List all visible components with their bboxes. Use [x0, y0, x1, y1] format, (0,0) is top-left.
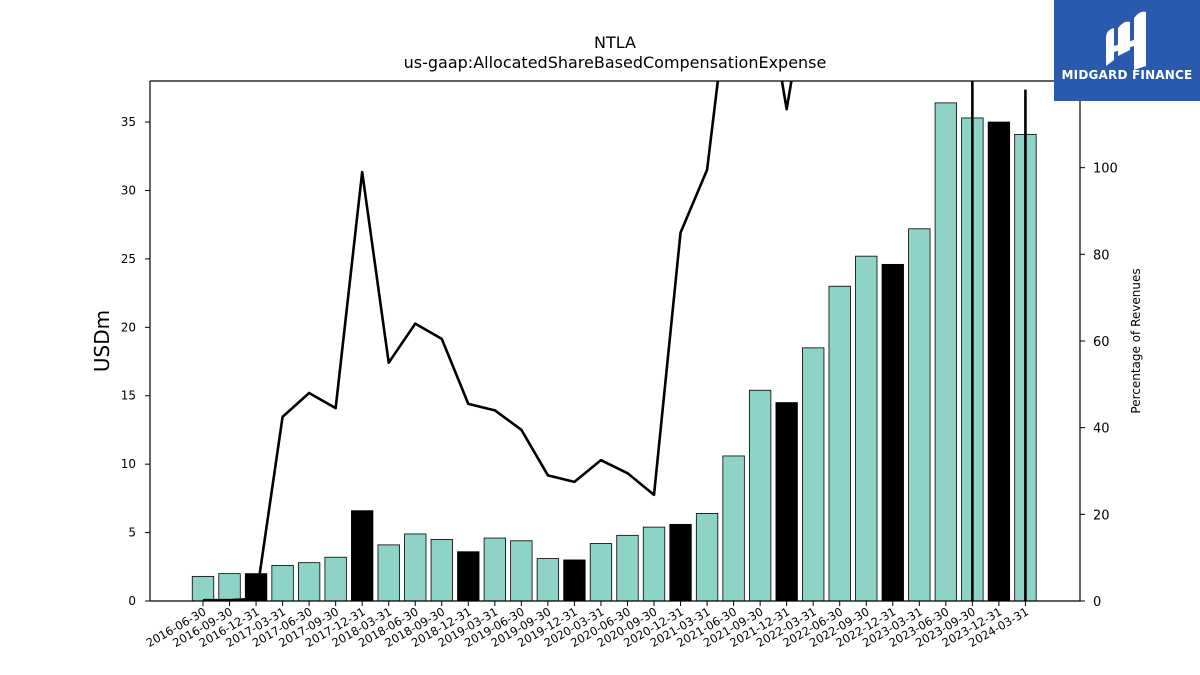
y-tick-label: 25	[121, 252, 136, 266]
bar-2022-06-30	[828, 285, 851, 602]
y2-axis-label: Percentage of Revenues	[1129, 268, 1143, 413]
bar-2022-03-31	[802, 347, 825, 602]
bar-2022-12-31	[881, 263, 904, 602]
y2-tick-label: 0	[1093, 595, 1101, 610]
bar-2021-09-30	[748, 389, 772, 602]
logo-text: MIDGARD FINANCE	[1061, 68, 1193, 82]
bar-2018-12-31	[457, 551, 480, 602]
bar-2018-03-31	[377, 544, 400, 602]
chart-title: NTLA	[594, 33, 636, 52]
y-axis-label: USDm	[90, 310, 114, 372]
bar-2017-09-30	[324, 556, 347, 602]
bar-2019-03-31	[483, 537, 506, 602]
bar-2023-03-31	[908, 228, 931, 602]
bar-2022-09-30	[855, 255, 878, 602]
y-tick-label: 30	[121, 183, 136, 197]
percentage-line	[203, 81, 1027, 601]
bar-2020-03-31	[589, 543, 613, 602]
bar-2021-06-30	[722, 455, 745, 602]
y-tick-label: 10	[121, 457, 136, 471]
brand-logo: MIDGARD FINANCE	[1054, 0, 1200, 101]
bar-2017-03-31	[271, 565, 294, 602]
bar-2020-06-30	[616, 534, 639, 602]
y-tick-label: 35	[121, 115, 136, 129]
bar-2019-09-30	[536, 558, 560, 602]
y-tick-label: 15	[121, 389, 136, 403]
bar-2019-06-30	[510, 540, 533, 602]
bar-2016-09-30	[218, 573, 241, 602]
bar-2018-06-30	[404, 533, 427, 602]
chart-subtitle: us-gaap:AllocatedShareBasedCompensationE…	[404, 53, 827, 72]
bar-2017-06-30	[297, 562, 321, 602]
bar-2023-12-31	[987, 121, 1011, 602]
y2-tick-label: 40	[1093, 422, 1110, 437]
bar-2016-06-30	[191, 575, 215, 602]
y2-tick-label: 100	[1093, 162, 1118, 177]
bar-2023-06-30	[934, 102, 957, 602]
bar-2018-09-30	[430, 539, 453, 602]
y-tick-label: 5	[128, 526, 136, 540]
y-tick-label: 20	[121, 320, 136, 334]
line-group	[203, 81, 1027, 601]
bar-group	[191, 102, 1037, 602]
logo-mark-icon	[1106, 11, 1146, 71]
bar-2021-03-31	[695, 513, 719, 602]
bar-2020-12-31	[669, 523, 692, 602]
y2-tick-label: 60	[1093, 335, 1110, 350]
bar-2021-12-31	[775, 402, 798, 602]
bar-2020-09-30	[642, 526, 666, 602]
y2-tick-label: 20	[1093, 508, 1110, 523]
y-tick-label: 0	[128, 594, 136, 608]
y2-tick-label: 80	[1093, 248, 1110, 263]
bar-2017-12-31	[351, 510, 374, 602]
bar-2019-12-31	[563, 559, 586, 602]
